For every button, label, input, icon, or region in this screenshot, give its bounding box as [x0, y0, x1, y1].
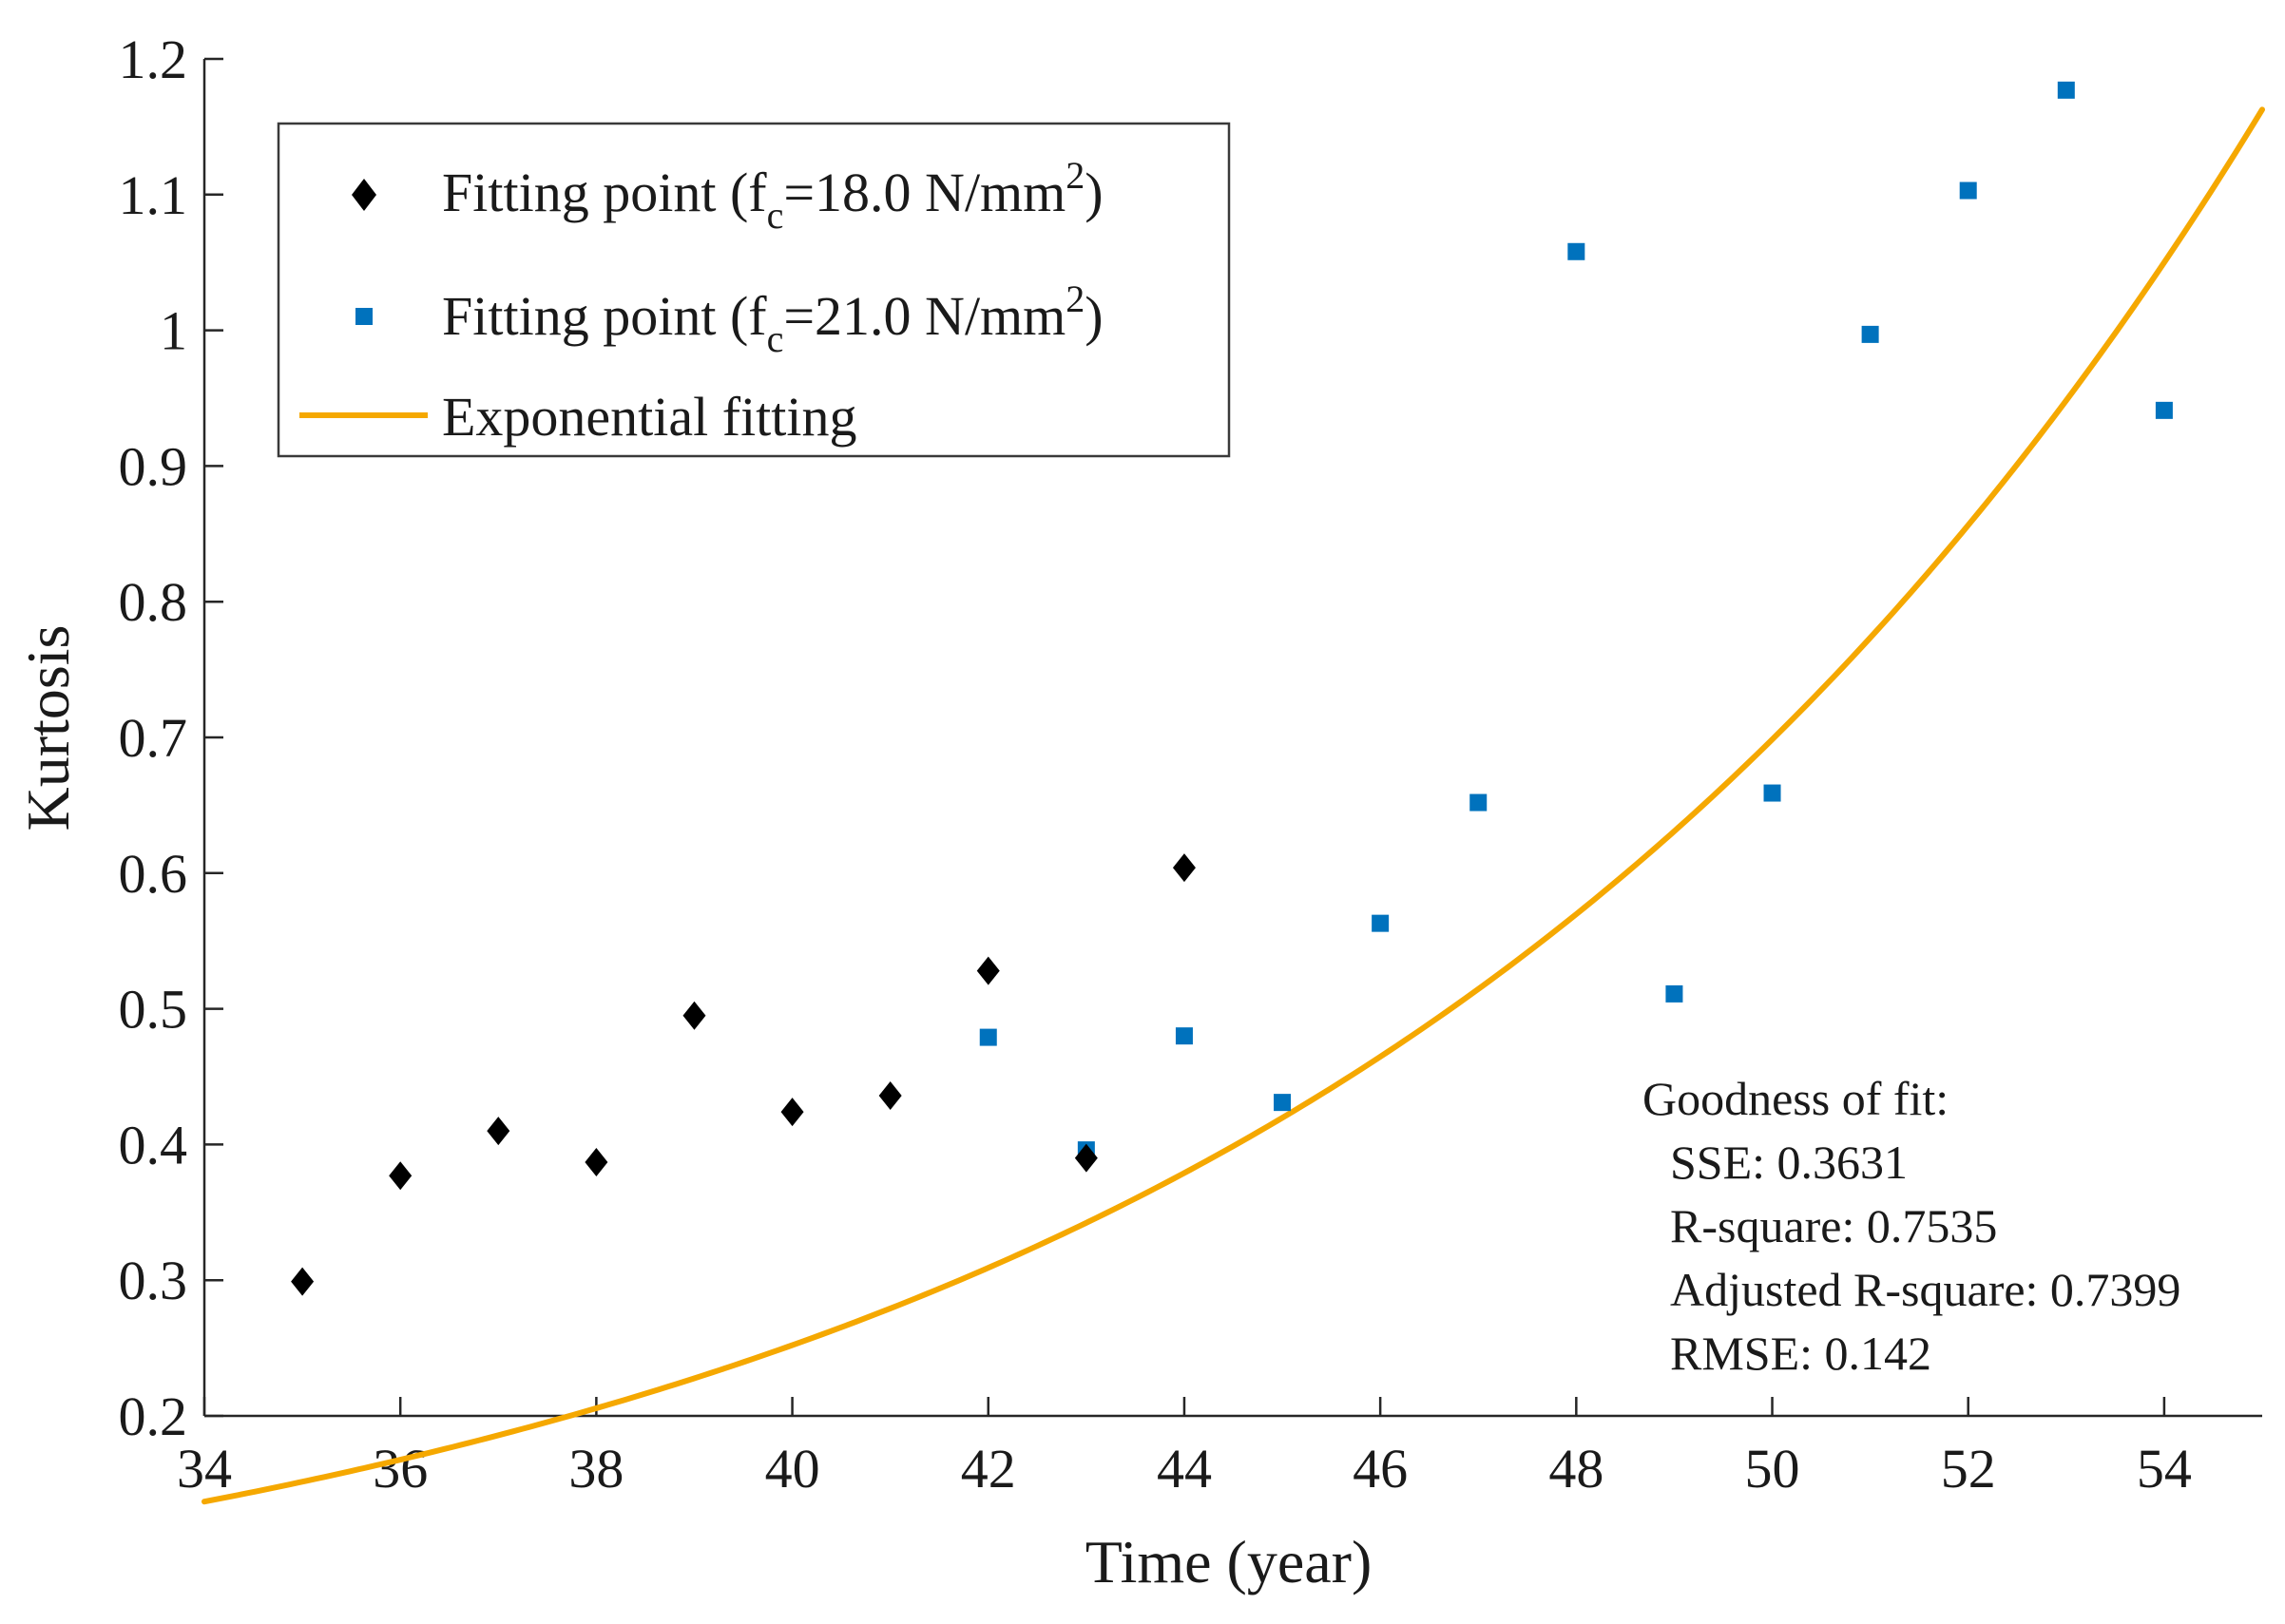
- axes-layer: 34 36 38 40 42 44 46 48 50 52 54 0.2 0.3 0.4 0.5 0.6 0.7…: [14, 29, 2262, 1595]
- gof-line: SSE: 0.3631: [1670, 1136, 1908, 1189]
- point-fc21: [1372, 914, 1390, 932]
- gof-line: RMSE: 0.142: [1670, 1327, 1931, 1380]
- point-fc18: [291, 1267, 315, 1296]
- y-axis-title: Kurtosis: [14, 625, 82, 831]
- y-tick-label: 0.7: [119, 707, 188, 769]
- legend-label: Exponential fitting: [442, 386, 857, 448]
- x-axis-title: Time (year): [1085, 1528, 1373, 1595]
- point-fc21: [1274, 1094, 1292, 1112]
- point-fc21: [1959, 182, 1977, 200]
- y-tick-label: 0.4: [119, 1114, 188, 1175]
- x-tick-label: 40: [765, 1438, 820, 1500]
- point-fc21: [1469, 793, 1488, 812]
- y-tick-label: 0.2: [119, 1385, 188, 1447]
- exponential-fit-curve: [202, 106, 2265, 1505]
- point-fc21: [2057, 81, 2075, 99]
- point-fc18: [682, 1001, 706, 1030]
- gof-title: Goodness of fit:: [1642, 1072, 1949, 1125]
- point-fc21: [1665, 984, 1683, 1003]
- x-tick-label: 52: [1941, 1438, 1996, 1500]
- point-fc21: [2155, 401, 2173, 419]
- legend-label: Fitting point (fc=21.0 N/mm2): [442, 277, 1104, 360]
- legend: Fitting point (fc=18.0 N/mm2) Fitting poi…: [277, 122, 1231, 458]
- x-tick-label: 34: [177, 1438, 232, 1500]
- point-fc21: [1861, 325, 1879, 343]
- x-tick-label: 46: [1353, 1438, 1408, 1500]
- y-tick-label: 0.9: [119, 435, 188, 497]
- y-tick-label: 1.1: [119, 164, 188, 226]
- legend-marker-diamond: [352, 179, 376, 211]
- legend-label: Fitting point (fc=18.0 N/mm2): [442, 154, 1104, 237]
- point-fc21: [1763, 784, 1781, 802]
- point-fc21: [1175, 1027, 1193, 1045]
- x-tick-label: 48: [1548, 1438, 1603, 1500]
- point-fc18: [976, 956, 1000, 985]
- y-tick-label: 0.8: [119, 571, 188, 633]
- y-tick-label: 1: [160, 300, 187, 362]
- x-tick-label: 44: [1157, 1438, 1212, 1500]
- legend-box: [277, 122, 1231, 458]
- point-fc18: [878, 1080, 902, 1110]
- points-layer: [291, 81, 2173, 1296]
- point-fc18: [389, 1161, 413, 1191]
- x-tick-label: 50: [1745, 1438, 1800, 1500]
- point-fc18: [585, 1147, 608, 1176]
- x-tick-label: 36: [373, 1438, 428, 1500]
- point-fc18: [1074, 1143, 1098, 1173]
- y-tick-label: 0.5: [119, 979, 188, 1041]
- point-fc21: [979, 1028, 997, 1046]
- gof-line: R-square: 0.7535: [1670, 1199, 1997, 1252]
- y-tick-label: 0.3: [119, 1250, 188, 1311]
- y-tick-label: 1.2: [119, 29, 188, 90]
- point-fc21: [1567, 242, 1585, 260]
- gof-line: Adjusted R-square: 0.7399: [1670, 1263, 2180, 1316]
- x-tick-label: 38: [568, 1438, 624, 1500]
- y-tick-label: 0.6: [119, 843, 188, 905]
- point-fc18: [487, 1117, 510, 1146]
- goodness-of-fit-annotation: Goodness of fit: SSE: 0.3631 R-square: 0.7…: [1642, 1072, 2180, 1380]
- point-fc18: [780, 1098, 804, 1127]
- fit-curve-layer: [202, 106, 2265, 1505]
- point-fc18: [1172, 853, 1196, 883]
- legend-marker-square: [355, 308, 373, 325]
- x-tick-label: 54: [2137, 1438, 2192, 1500]
- x-tick-label: 42: [961, 1438, 1016, 1500]
